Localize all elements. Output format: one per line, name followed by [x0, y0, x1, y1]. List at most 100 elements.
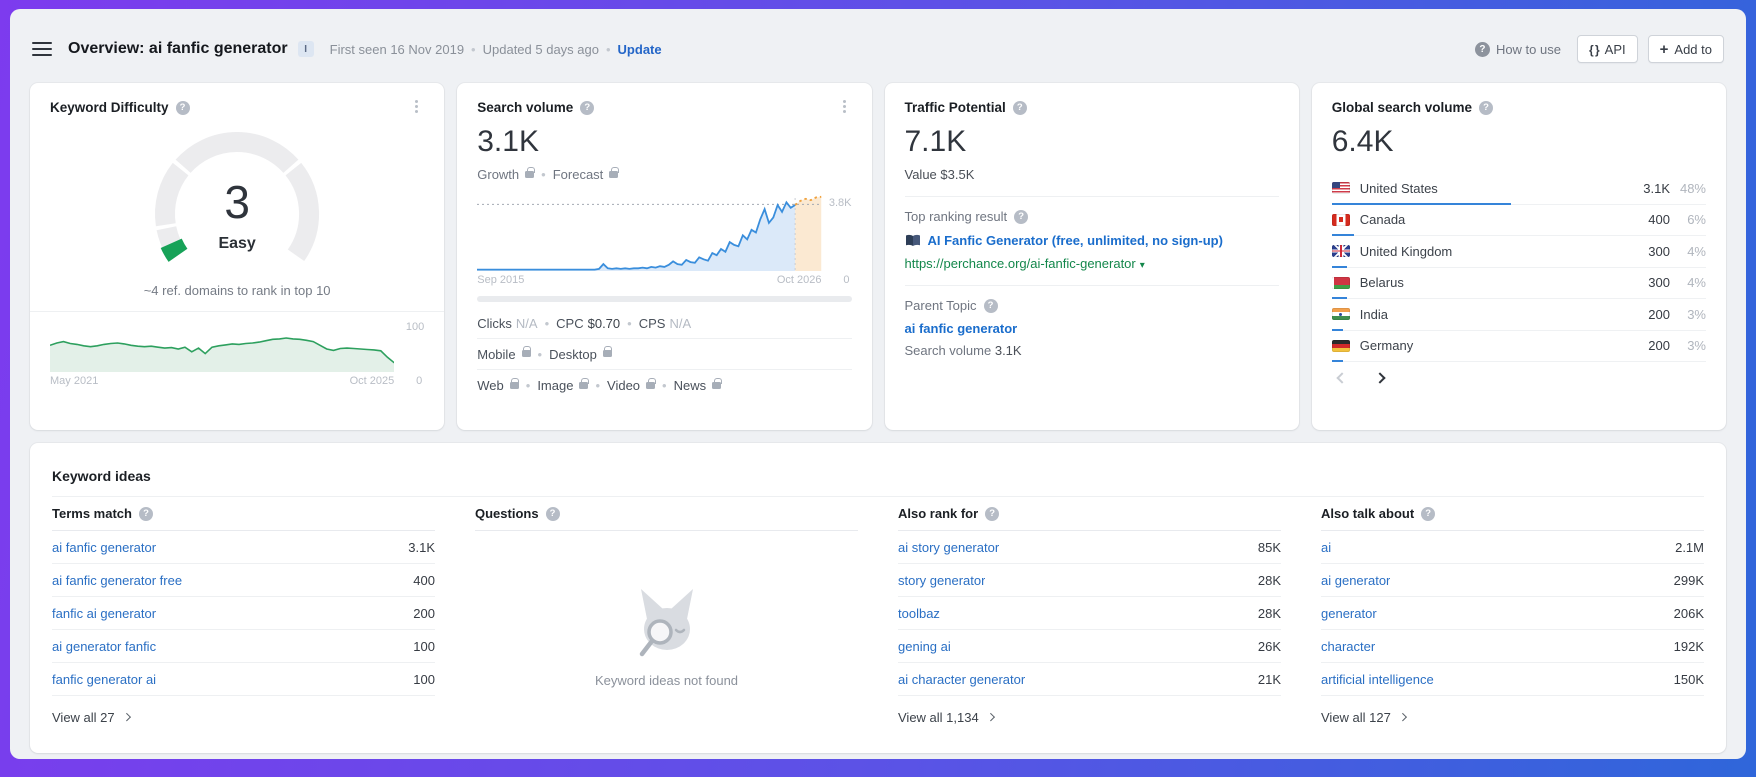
traffic-potential-value: 7.1K — [904, 125, 967, 158]
country-row[interactable]: United States 3.1K 48% — [1331, 173, 1706, 205]
sv-axis-start: Sep 2015 — [477, 274, 525, 286]
sv-axis-end: Oct 2026 — [776, 274, 822, 286]
parent-sv-label: Search volume — [904, 343, 992, 358]
search-volume-chart[interactable]: 3.8K — [477, 194, 852, 271]
help-icon[interactable] — [1421, 506, 1436, 521]
country-row[interactable]: Belarus 300 4% — [1331, 268, 1706, 299]
chart-scrollbar[interactable] — [477, 296, 852, 302]
chevron-right-icon — [986, 713, 995, 721]
metric-value: $0.70 — [587, 315, 621, 331]
view-all-also-talk-about[interactable]: View all 127 — [1321, 696, 1704, 738]
country-volume: 300 — [1648, 243, 1670, 259]
metric-item[interactable]: Web — [477, 377, 538, 393]
help-icon[interactable] — [1012, 100, 1027, 115]
search-volume-value: 3.1K — [477, 125, 539, 158]
metric-label: CPS — [638, 315, 666, 331]
top-result-link[interactable]: AI Fanfic Generator (free, unlimited, no… — [905, 233, 1279, 248]
country-list: United States 3.1K 48% Canada 400 6% — [1331, 173, 1706, 362]
next-page-icon[interactable] — [1374, 372, 1386, 384]
update-link[interactable]: Update — [617, 41, 662, 57]
forecast-toggle[interactable]: Forecast — [552, 167, 604, 182]
keyword-link[interactable]: ai story generator — [898, 539, 1000, 555]
help-icon[interactable] — [545, 506, 560, 521]
how-to-use-link[interactable]: How to use — [1474, 41, 1561, 57]
divider — [30, 311, 445, 312]
country-volume: 300 — [1648, 275, 1670, 291]
view-all-terms-match[interactable]: View all 27 — [52, 696, 435, 738]
keyword-volume: 26K — [1257, 638, 1281, 654]
column-header: Questions — [475, 497, 858, 531]
country-row[interactable]: Canada 400 6% — [1331, 205, 1706, 236]
keyword-link[interactable]: ai fanfic generator — [52, 539, 157, 555]
keyword-ideas-title: Keyword ideas — [52, 467, 151, 484]
keyword-link[interactable]: artificial intelligence — [1321, 671, 1434, 687]
value-label: Value — [904, 167, 937, 182]
add-to-button[interactable]: Add to — [1647, 35, 1724, 63]
metric-item[interactable]: Desktop — [549, 346, 613, 362]
also-talk-about-column: Also talk about ai 2.1M ai generator 299… — [1321, 497, 1704, 738]
keyword-link[interactable]: gening ai — [898, 638, 951, 654]
keyword-row: ai fanfic generator free 400 — [52, 564, 435, 597]
parent-topic-label: Parent Topic — [904, 298, 977, 313]
view-all-also-rank-for[interactable]: View all 1,134 — [898, 696, 1281, 738]
kebab-menu-icon[interactable] — [838, 99, 852, 117]
help-icon[interactable] — [985, 506, 1000, 521]
help-icon[interactable] — [1479, 100, 1494, 115]
api-button[interactable]: API — [1576, 35, 1638, 63]
keyword-link[interactable]: character — [1321, 638, 1376, 654]
prev-page-icon[interactable] — [1336, 372, 1348, 384]
keyword-volume: 21K — [1257, 671, 1281, 687]
keyword-row: character 192K — [1321, 630, 1704, 663]
add-to-button-label: Add to — [1674, 41, 1712, 57]
keyword-link[interactable]: ai character generator — [898, 671, 1026, 687]
help-icon[interactable] — [983, 298, 998, 313]
metric-item[interactable]: Video — [607, 377, 674, 393]
help-icon[interactable] — [175, 100, 190, 115]
metric-item[interactable]: Mobile — [477, 346, 549, 362]
growth-toggle[interactable]: Growth — [477, 167, 520, 182]
keyword-link[interactable]: fanfic generator ai — [52, 671, 157, 687]
keyword-link[interactable]: ai generator fanfic — [52, 638, 157, 654]
country-name: United States — [1359, 180, 1438, 196]
lock-icon — [509, 377, 520, 389]
separator-dot — [599, 42, 618, 57]
country-percent: 3% — [1687, 338, 1706, 354]
page-title: Overview: ai fanfic generator — [68, 40, 288, 57]
separator-dot — [534, 167, 553, 182]
keyword-difficulty-card: Keyword Difficulty 3 Easy ~4 ref. domain… — [30, 83, 445, 430]
help-icon — [1474, 41, 1490, 57]
country-row[interactable]: United Kingdom 300 4% — [1331, 236, 1706, 268]
keyword-volume: 28K — [1257, 572, 1281, 588]
keyword-link[interactable]: fanfic ai generator — [52, 605, 157, 621]
parent-topic-label-row: Parent Topic — [905, 298, 1279, 313]
keyword-link[interactable]: ai generator — [1321, 572, 1391, 588]
keyword-row: ai 2.1M — [1321, 531, 1704, 564]
keyword-link[interactable]: ai — [1321, 539, 1332, 555]
country-percent: 48% — [1679, 180, 1706, 196]
metric-item[interactable]: News — [674, 377, 722, 393]
top-result-url[interactable]: https://perchance.org/ai-fanfic-generato… — [905, 256, 1279, 271]
also-talk-about-header: Also talk about — [1321, 506, 1415, 521]
help-icon[interactable] — [580, 100, 595, 115]
metric-item[interactable]: Image — [537, 377, 607, 393]
keyword-volume: 299K — [1673, 572, 1704, 588]
separator-dot — [519, 378, 538, 393]
keyword-link[interactable]: generator — [1321, 605, 1377, 621]
keyword-link[interactable]: story generator — [898, 572, 986, 588]
parent-topic-link[interactable]: ai fanfic generator — [904, 321, 1018, 336]
help-icon[interactable] — [1014, 209, 1029, 224]
keyword-link[interactable]: ai fanfic generator free — [52, 572, 183, 588]
menu-icon[interactable] — [32, 42, 52, 56]
keyword-link[interactable]: toolbaz — [898, 605, 940, 621]
keyword-info-badge[interactable]: I — [297, 41, 314, 57]
keyword-volume: 200 — [413, 605, 435, 621]
country-row[interactable]: India 200 3% — [1331, 299, 1706, 331]
kd-history-chart[interactable]: 100 — [50, 321, 424, 372]
help-icon[interactable] — [138, 506, 153, 521]
country-row[interactable]: Germany 200 3% — [1331, 331, 1706, 362]
kebab-menu-icon[interactable] — [410, 99, 424, 117]
sv-toggles: Growth Forecast — [477, 166, 851, 182]
ahrefs-keyword-overview-page: Overview: ai fanfic generator I First se… — [10, 9, 1746, 759]
lock-icon — [602, 346, 613, 357]
country-share-bar — [1331, 265, 1347, 268]
